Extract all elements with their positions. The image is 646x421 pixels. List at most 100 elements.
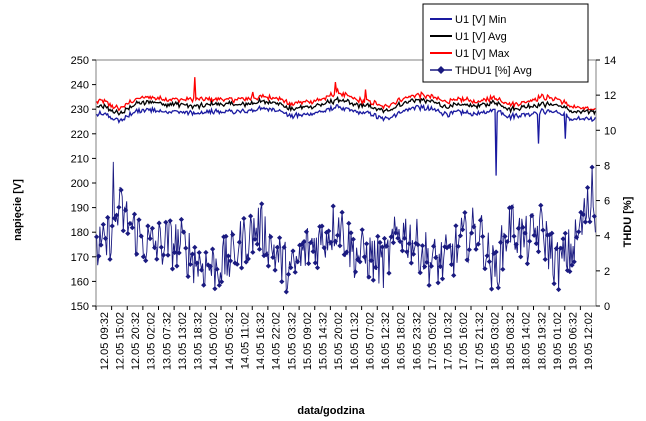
thd-point (406, 241, 412, 247)
thd-point (350, 236, 356, 242)
thd-point (500, 266, 506, 272)
y-tick-label: 170 (71, 252, 89, 264)
thd-point (116, 204, 122, 210)
thd-point (256, 246, 263, 252)
thd-point (263, 252, 269, 258)
thd-point (109, 223, 115, 229)
thd-point (254, 241, 260, 247)
legend-box (422, 3, 589, 83)
thd-point (192, 244, 198, 250)
thd-point (573, 234, 580, 240)
thd-point (433, 255, 439, 261)
thd-point (279, 279, 285, 285)
thd-point (408, 260, 414, 266)
thd-point (292, 269, 298, 275)
thd-point (105, 214, 111, 221)
thd-point (230, 232, 236, 238)
thd-point (198, 267, 205, 273)
legend-label-avg: U1 [V] Avg (455, 31, 507, 43)
thd-point (384, 243, 390, 249)
thd-point (344, 249, 350, 255)
thd-point (250, 249, 256, 255)
thd-point (585, 185, 591, 191)
thd-point (145, 223, 151, 229)
x-tick-label: 13.05 18:32 (193, 312, 205, 370)
thd-point (455, 243, 461, 249)
thd-point (511, 233, 517, 239)
thd-point (373, 264, 379, 270)
thd-point (393, 230, 399, 236)
thd-point (533, 240, 539, 247)
x-tick-label: 16.05 23:32 (411, 312, 423, 370)
thd-point (301, 239, 307, 245)
thd-point (524, 261, 530, 267)
thd-point (114, 212, 120, 218)
x-tick-label: 13.05 02:02 (146, 312, 158, 370)
y-tick-label: 240 (71, 80, 89, 92)
thd-point (435, 280, 441, 286)
y-tick-label: 210 (71, 153, 89, 165)
thd-point (413, 240, 419, 246)
thd-point (495, 285, 501, 291)
x-tick-label: 17.05 10:32 (443, 312, 455, 370)
thd-point (422, 264, 428, 270)
thd-point (564, 267, 571, 273)
y2-tick-label: 14 (604, 55, 616, 67)
thd-point (234, 261, 240, 267)
thd-point (125, 230, 131, 237)
thd-point (402, 235, 408, 241)
thd-point (160, 252, 167, 258)
x-tick-label: 14.05 11:02 (239, 312, 251, 369)
x-tick-label: 17.05 05:02 (427, 312, 439, 370)
thd-point (428, 263, 434, 269)
thd-point (310, 248, 316, 255)
thd-point (107, 256, 113, 262)
x-tick-label: 15.05 03:32 (286, 312, 298, 370)
x-tick-label: 16.05 12:32 (380, 312, 392, 370)
thd-point (576, 229, 582, 235)
thd-point (439, 276, 446, 282)
thd-point (339, 209, 345, 215)
thd-point (303, 229, 309, 235)
thd-point (174, 263, 180, 269)
y2-tick-label: 0 (604, 301, 610, 313)
thd-point (357, 259, 363, 265)
thd-point (317, 224, 323, 230)
thd-point (522, 230, 528, 236)
x-tick-label: 12.05 20:32 (130, 312, 142, 370)
thd-point (118, 187, 124, 193)
thd-point (498, 239, 504, 245)
thd-point (538, 202, 544, 208)
thd-point (165, 252, 171, 258)
thd-point (94, 234, 100, 240)
thd-point (167, 218, 173, 224)
thd-point (272, 267, 278, 273)
thd-point (270, 254, 276, 260)
x-tick-label: 12.05 09:32 (99, 312, 111, 370)
thd-point (138, 233, 144, 239)
y-tick-label: 250 (71, 55, 89, 67)
thd-point (582, 219, 588, 225)
y2-tick-label: 8 (604, 160, 610, 172)
thd-point (549, 230, 555, 236)
thd-point (281, 244, 287, 250)
x-tick-label: 13.05 13:02 (177, 312, 189, 370)
x-tick-label: 15.05 20:02 (333, 312, 345, 370)
thd-point (453, 223, 459, 229)
y-tick-label: 220 (71, 129, 89, 141)
thd-point (277, 235, 283, 241)
x-tick-label: 18.05 19:32 (536, 312, 548, 370)
plot-area (94, 59, 597, 307)
thd-point (553, 245, 559, 252)
thd-point (285, 271, 292, 277)
thd-point (243, 259, 249, 265)
thd-point (136, 217, 142, 223)
thd-point (196, 250, 202, 256)
thd-point (219, 279, 225, 285)
thd-point (464, 257, 470, 263)
thd-point (223, 233, 229, 239)
thd-point (248, 213, 254, 219)
x-tick-label: 19.05 06:32 (568, 312, 580, 370)
x-tick-label: 16.05 01:32 (349, 312, 361, 370)
